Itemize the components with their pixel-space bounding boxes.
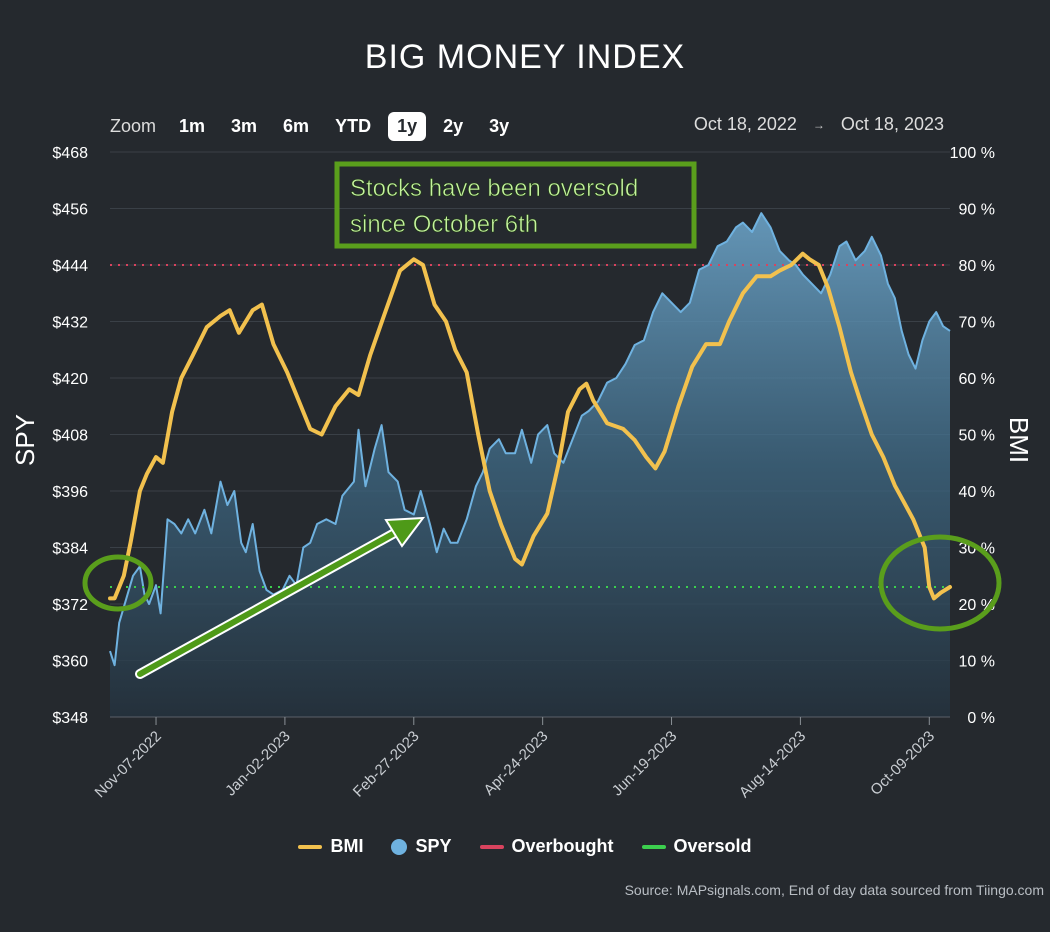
legend-bmi-label: BMI <box>330 836 364 856</box>
zoom-2y-button[interactable]: 2y <box>443 116 464 136</box>
y-tick-right: 100 % <box>950 145 995 162</box>
range-arrow-icon: → <box>812 117 825 132</box>
legend-overbought-label: Overbought <box>511 836 614 856</box>
y-tick-left: $420 <box>52 371 88 388</box>
legend: BMI SPY Overbought Oversold <box>0 836 1050 857</box>
y-tick-left: $432 <box>52 315 88 332</box>
y-axis-right-label: BMI <box>1004 417 1034 463</box>
y-tick-left: $360 <box>52 654 88 671</box>
y-tick-right: 40 % <box>959 484 995 501</box>
zoom-6m-button[interactable]: 6m <box>283 116 310 136</box>
x-axis: Nov-07-2022 Jan-02-2023 Feb-27-2023 Apr-24-… <box>92 716 950 801</box>
y-tick-right: 60 % <box>959 371 995 388</box>
bmi-series <box>108 251 952 601</box>
y-tick-left: $456 <box>52 202 88 219</box>
date-range: Oct 18, 2022 → Oct 18, 2023 <box>694 114 944 135</box>
legend-item-overbought[interactable]: Overbought <box>479 836 614 857</box>
y-tick-left: $468 <box>52 145 88 162</box>
y-tick-right: 0 % <box>967 710 995 727</box>
spy-area <box>110 213 950 717</box>
y-tick-left: $348 <box>52 710 88 727</box>
y-tick-left: $384 <box>52 541 88 558</box>
legend-spy-swatch <box>391 838 408 855</box>
y-tick-right: 80 % <box>959 258 995 275</box>
legend-item-spy[interactable]: SPY <box>391 836 452 857</box>
y-axis-left: $468 $456 $444 $432 $420 $408 $396 $384 $372 $360… <box>52 145 88 727</box>
y-tick-left: $372 <box>52 597 88 614</box>
oversold-circle-left <box>82 554 154 612</box>
annotation-box <box>334 161 697 249</box>
x-tick-label: Feb-27-2023 <box>350 728 423 801</box>
trend-arrow-head-icon <box>384 516 426 548</box>
x-tick-label: Nov-07-2022 <box>92 728 165 801</box>
y-axis-right: 100 %90 %80 %70 %60 %50 %40 %30 %20 %10 … <box>950 145 995 727</box>
legend-overbought-swatch <box>479 844 504 849</box>
range-to-input[interactable]: Oct 18, 2023 <box>840 114 944 134</box>
source-credit: Source: MAPsignals.com, End of day data … <box>624 882 1044 898</box>
zoom-3y-button[interactable]: 3y <box>489 116 510 136</box>
zoom-ytd-button[interactable]: YTD <box>335 116 372 136</box>
zoom-3m-button[interactable]: 3m <box>231 116 258 136</box>
y-tick-right: 50 % <box>959 428 995 445</box>
annotation-line-1: Stocks have been oversold <box>350 175 638 202</box>
legend-spy-label: SPY <box>415 836 452 856</box>
annotation-line-2: since October 6th <box>350 211 538 238</box>
oversold-circle-right <box>878 534 1002 632</box>
range-from-input[interactable]: Oct 18, 2022 <box>693 114 797 134</box>
y-tick-left: $444 <box>52 258 88 275</box>
annotations: Stocks have been oversold since October … <box>82 161 1002 679</box>
y-tick-right: 10 % <box>959 654 995 671</box>
x-tick-label: Apr-24-2023 <box>480 728 551 799</box>
y-tick-right: 70 % <box>959 315 995 332</box>
legend-bmi-swatch <box>298 844 323 849</box>
legend-oversold-swatch <box>641 844 666 849</box>
bmi-line <box>108 251 952 601</box>
y-tick-right: 90 % <box>959 202 995 219</box>
spy-line <box>109 212 951 667</box>
x-tick-label: Jun-19-2023 <box>609 728 681 800</box>
x-tick-label: Aug-14-2023 <box>736 728 809 801</box>
legend-item-bmi[interactable]: BMI <box>298 836 363 857</box>
y-axis-left-label: SPY <box>10 414 40 466</box>
spy-series <box>109 212 951 717</box>
x-tick-label: Oct-09-2023 <box>867 728 938 799</box>
zoom-selector: Zoom 1m 3m 6m YTD 1y 2y 3y <box>110 112 526 141</box>
x-tick-label: Jan-02-2023 <box>222 728 294 800</box>
legend-oversold-label: Oversold <box>673 836 752 856</box>
y-tick-left: $396 <box>52 484 88 501</box>
y-tick-left: $408 <box>52 428 88 445</box>
zoom-1m-button[interactable]: 1m <box>179 116 206 136</box>
legend-item-oversold[interactable]: Oversold <box>641 836 752 857</box>
zoom-label: Zoom <box>110 116 157 136</box>
trend-arrow-shaft <box>137 527 403 677</box>
zoom-1y-button[interactable]: 1y <box>388 112 427 141</box>
chart-title: BIG MONEY INDEX <box>364 38 686 76</box>
